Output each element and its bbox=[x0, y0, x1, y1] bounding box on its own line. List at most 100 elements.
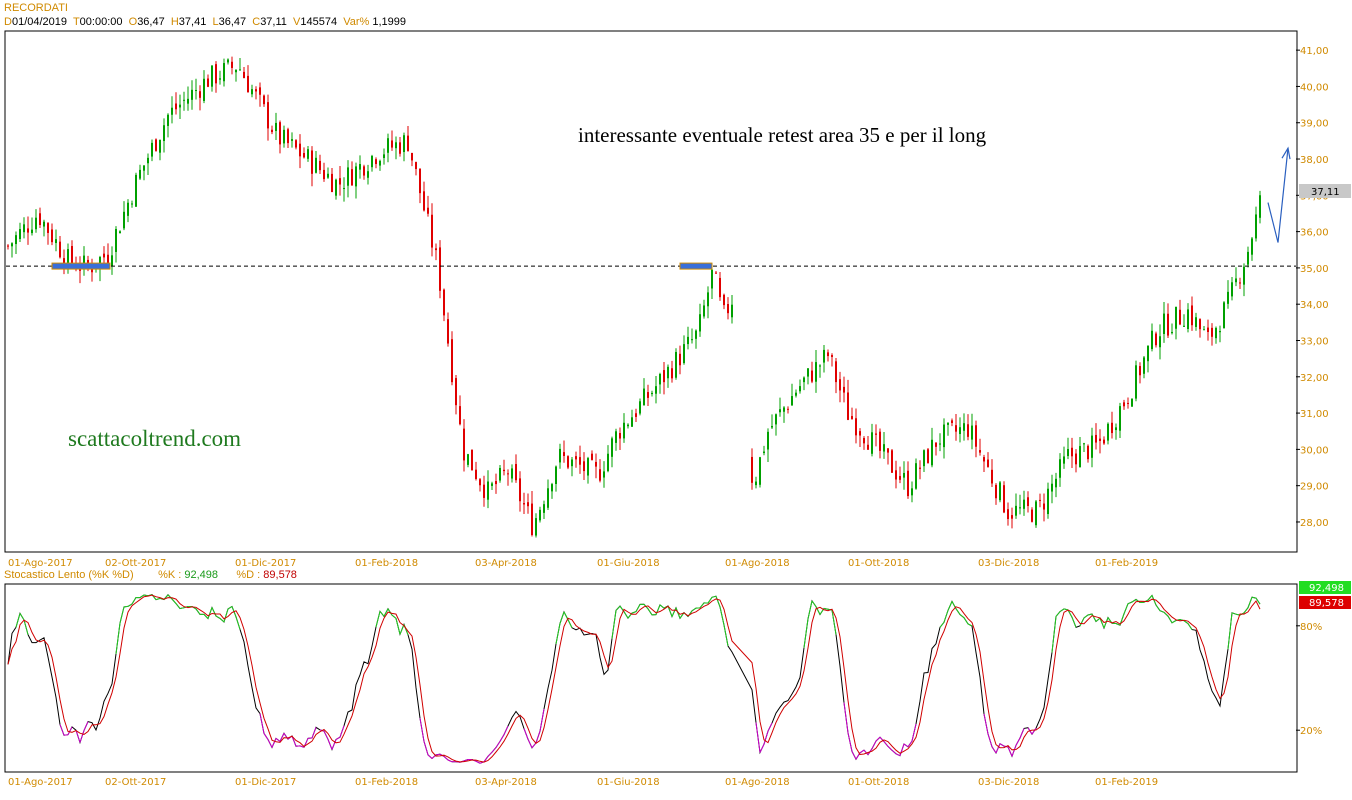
candle-body bbox=[879, 431, 881, 451]
stoch-y-axis: 80% 20% bbox=[1296, 622, 1322, 737]
candle-body bbox=[675, 351, 677, 378]
candle-body bbox=[343, 187, 345, 190]
k-extreme-seg bbox=[647, 608, 653, 616]
candle-body bbox=[247, 75, 249, 93]
k-extreme-seg bbox=[995, 743, 1001, 754]
k-extreme-seg bbox=[539, 708, 545, 732]
candle-body bbox=[579, 457, 581, 465]
d-value-label: 89,578 bbox=[1309, 598, 1344, 609]
candle-body bbox=[863, 438, 865, 444]
candle-body bbox=[999, 482, 1001, 501]
k-extreme-seg bbox=[851, 751, 857, 760]
candle-body bbox=[503, 469, 505, 472]
k-extreme-seg bbox=[331, 739, 337, 750]
k-extreme-seg bbox=[79, 730, 85, 743]
candle-body bbox=[715, 272, 717, 274]
k-extreme-seg bbox=[339, 725, 345, 738]
support-zone-left bbox=[51, 262, 111, 270]
k-extreme-seg bbox=[887, 746, 893, 751]
k-extreme-seg bbox=[211, 607, 217, 617]
candle-body bbox=[1119, 406, 1121, 431]
candle-body bbox=[495, 481, 497, 485]
k-extreme-seg bbox=[275, 737, 281, 742]
candle-body bbox=[759, 457, 761, 485]
candle-body bbox=[979, 450, 981, 453]
k-extreme-seg bbox=[463, 759, 469, 762]
candle-body bbox=[367, 171, 369, 178]
candle-body bbox=[1083, 443, 1085, 445]
candle-body bbox=[455, 378, 457, 406]
candle-body bbox=[1087, 445, 1089, 460]
candle-body bbox=[19, 229, 21, 239]
candle-body bbox=[887, 448, 889, 453]
candle-body bbox=[699, 314, 701, 332]
k-extreme-seg bbox=[1151, 595, 1157, 606]
k-extreme-seg bbox=[1255, 597, 1261, 605]
k-extreme-seg bbox=[475, 760, 481, 764]
candle-body bbox=[439, 247, 441, 291]
candle-body bbox=[635, 413, 637, 417]
stoch-panel[interactable] bbox=[4, 583, 1298, 773]
candle-body bbox=[719, 277, 721, 298]
stoch-x-label: 01-Dic-2017 bbox=[235, 777, 296, 788]
candle-body bbox=[695, 330, 697, 339]
k-extreme-seg bbox=[67, 726, 73, 735]
k-extreme-seg bbox=[899, 743, 905, 756]
k-extreme-seg bbox=[483, 756, 489, 763]
k-extreme-seg bbox=[131, 597, 137, 605]
candle-body bbox=[143, 165, 145, 171]
candle-body bbox=[1183, 325, 1185, 327]
candle-body bbox=[171, 107, 173, 115]
price-x-label: 03-Apr-2018 bbox=[475, 558, 537, 569]
candle-body bbox=[295, 140, 297, 148]
candle-body bbox=[607, 453, 609, 472]
price-tick-label: 31,00 bbox=[1300, 409, 1329, 420]
candle-body bbox=[363, 166, 365, 176]
k-extreme-seg bbox=[1099, 617, 1105, 629]
candle-body bbox=[331, 173, 333, 193]
price-panel[interactable] bbox=[4, 30, 1298, 553]
candle-body bbox=[851, 416, 853, 419]
candle-body bbox=[543, 504, 545, 513]
candle-body bbox=[131, 203, 133, 205]
candle-body bbox=[1103, 439, 1105, 444]
candle-body bbox=[107, 254, 109, 263]
k-extreme-seg bbox=[831, 609, 837, 635]
k-extreme-seg bbox=[1051, 616, 1057, 653]
candle-body bbox=[595, 461, 597, 467]
candle-body bbox=[771, 425, 773, 428]
k-extreme-seg bbox=[379, 611, 385, 617]
candle-body bbox=[959, 427, 961, 435]
candle-body bbox=[415, 162, 417, 170]
k-extreme-seg bbox=[227, 606, 233, 610]
watermark-text: scattacoltrend.com bbox=[68, 426, 241, 451]
k-extreme-seg bbox=[943, 610, 949, 623]
candle-body bbox=[1139, 366, 1141, 376]
candle-body bbox=[871, 432, 873, 454]
k-extreme-seg bbox=[1155, 604, 1161, 611]
candle-body bbox=[463, 428, 465, 461]
candle-body bbox=[515, 464, 517, 481]
candle-body bbox=[971, 425, 973, 440]
candle-body bbox=[299, 143, 301, 157]
candle-body bbox=[215, 64, 217, 84]
stoch-lines bbox=[7, 594, 1261, 764]
k-extreme-seg bbox=[323, 730, 329, 740]
price-x-label: 01-Feb-2019 bbox=[1095, 558, 1158, 569]
k-extreme-seg bbox=[259, 713, 265, 734]
candle-body bbox=[1171, 331, 1173, 334]
candle-body bbox=[407, 135, 409, 151]
k-extreme-seg bbox=[495, 741, 501, 748]
k-extreme-seg bbox=[83, 721, 89, 731]
candle-body bbox=[399, 142, 401, 154]
candle-body bbox=[39, 213, 41, 225]
k-extreme-seg bbox=[1095, 617, 1101, 622]
candle-body bbox=[567, 456, 569, 468]
candle-body bbox=[619, 433, 621, 439]
k-extreme-seg bbox=[759, 744, 765, 753]
candle-body bbox=[655, 386, 657, 394]
k-extreme-seg bbox=[527, 738, 533, 749]
candle-body bbox=[23, 224, 25, 233]
candle-body bbox=[259, 87, 261, 95]
candle-body bbox=[799, 386, 801, 392]
